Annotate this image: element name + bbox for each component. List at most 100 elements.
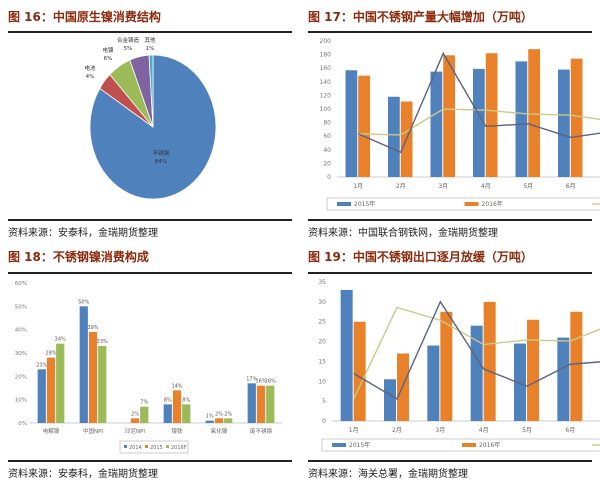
y-tick-label: 25 <box>318 319 326 326</box>
figure-title: 图 19：中国不锈钢出口逐月放缓（万吨） <box>308 250 533 264</box>
y-tick-label: 30% <box>15 351 27 357</box>
y-tick-label: 0 <box>322 418 326 425</box>
source-note: 资料来源：海关总署，金瑞期货整理 <box>308 469 468 480</box>
data-label: 7% <box>140 400 148 406</box>
bar <box>345 70 358 177</box>
y-tick-label: 180 <box>320 52 332 59</box>
bar <box>88 332 98 423</box>
y-tick-label: 140 <box>320 79 332 86</box>
bar <box>427 345 440 421</box>
y-tick-label: 60 <box>323 133 331 140</box>
slice-label: 其他 <box>144 36 156 44</box>
slice-label: 合金铸造 <box>117 36 140 44</box>
y-tick-label: 60% <box>15 281 27 287</box>
figure-17-panel: 图 17：中国不锈钢产量大幅增加（万吨） 0 20 40 60 80 100 120 140 1… <box>300 0 600 240</box>
data-label: 33% <box>97 339 108 345</box>
legend <box>326 197 600 211</box>
y-tick-label: 20 <box>323 160 331 167</box>
legend-swatch <box>464 202 479 206</box>
y-tick-label: 30 <box>318 299 326 306</box>
bar <box>266 385 275 423</box>
legend-label: 2014 <box>129 445 142 451</box>
series-line <box>358 108 600 136</box>
bar <box>247 383 256 423</box>
legend-label: 2015 <box>150 445 163 451</box>
y-tick-label: 10 <box>318 378 326 385</box>
bar <box>558 69 570 177</box>
y-tick-label: 5 <box>322 398 326 405</box>
bar <box>483 301 496 421</box>
legend-label: 2015年 <box>354 200 375 208</box>
bar <box>182 404 191 423</box>
bar <box>37 369 46 423</box>
legend-swatch <box>332 443 346 447</box>
bar <box>130 418 140 423</box>
y-tick-label: 100 <box>320 106 332 113</box>
bar-line-chart: 05101520253035(0.4)(0.2)0.00.20.40.60.81… <box>318 279 600 452</box>
bar <box>570 58 583 177</box>
bar-line-chart: 020406080100120140160180200(0.4)(0.3)(0.… <box>320 38 600 211</box>
data-label: 16% <box>265 379 276 385</box>
bar <box>470 325 483 421</box>
slice-value: 4% <box>86 74 95 80</box>
x-tick-label: 1月 <box>349 427 359 434</box>
divider <box>8 460 292 462</box>
data-label: 23% <box>36 362 47 368</box>
bar <box>528 49 540 177</box>
bar <box>440 311 453 421</box>
legend-swatch <box>337 202 351 206</box>
data-label: 2% <box>224 411 232 417</box>
divider <box>8 272 292 274</box>
bar <box>340 289 353 421</box>
x-tick-label: 6月 <box>565 427 575 434</box>
legend-label: 2016年 <box>482 200 503 208</box>
legend <box>321 438 600 452</box>
x-tick-label: 5月 <box>522 427 532 434</box>
data-label: 14% <box>171 383 182 389</box>
slice-label: 电镀 <box>102 46 114 54</box>
divider <box>308 31 592 33</box>
bar <box>79 306 88 423</box>
x-tick-label: 5月 <box>523 183 533 190</box>
data-label: 2% <box>215 411 223 417</box>
legend-swatch <box>124 445 127 448</box>
x-tick-label: 2月 <box>396 183 406 190</box>
bar <box>56 343 65 423</box>
bar <box>570 311 583 421</box>
x-tick-label: 1月 <box>353 183 363 190</box>
legend-label: 2016F <box>171 445 187 451</box>
y-tick-label: 35 <box>318 279 326 286</box>
data-label: 17% <box>246 376 257 382</box>
figure-19-panel: 图 19：中国不锈钢出口逐月放缓（万吨） 05101520253035(0.4)… <box>300 240 600 480</box>
bar <box>397 353 409 421</box>
bar <box>557 337 570 421</box>
y-tick-label: 200 <box>320 38 332 45</box>
legend <box>119 440 189 454</box>
slice-value: 1% <box>146 46 155 52</box>
bar <box>514 343 526 421</box>
series-line <box>353 306 600 400</box>
data-label: 39% <box>87 325 98 331</box>
data-label: 1% <box>206 414 214 420</box>
series-line <box>353 300 600 400</box>
y-tick-label: 160 <box>320 65 332 72</box>
bar <box>205 420 214 423</box>
x-tick-label: 4月 <box>479 427 489 434</box>
bar <box>485 53 498 177</box>
bar <box>430 71 443 177</box>
bar <box>98 346 107 423</box>
divider <box>308 272 592 274</box>
y-tick-label: 0% <box>18 421 27 427</box>
bar <box>358 75 370 177</box>
slice-value: 84% <box>155 159 167 165</box>
bar <box>256 385 266 423</box>
x-tick-label: 2月 <box>392 427 402 434</box>
legend-swatch <box>166 445 169 448</box>
legend-swatch <box>145 445 148 448</box>
y-tick-label: 40 <box>323 147 331 154</box>
y-tick-label: 120 <box>320 92 332 99</box>
figure-title: 图 17：中国不锈钢产量大幅增加（万吨） <box>308 10 533 24</box>
y-tick-label: 10% <box>15 398 27 404</box>
slice-label: 不锈钢 <box>153 149 170 157</box>
bar <box>172 390 182 423</box>
